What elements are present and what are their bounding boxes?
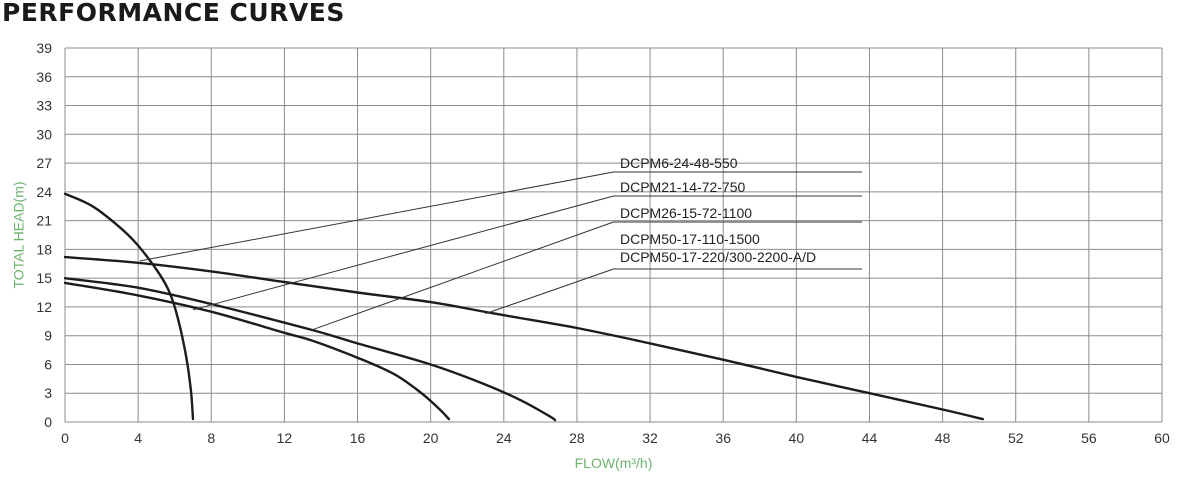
- x-tick-label: 24: [496, 430, 512, 446]
- x-tick-label: 4: [134, 430, 142, 446]
- page-title: PERFORMANCE CURVES: [2, 0, 345, 27]
- y-tick-label: 27: [36, 155, 52, 171]
- x-axis-label: FLOW(m³/h): [575, 455, 653, 471]
- annotations: DCPM6-24-48-550 DCPM21-14-72-750 DCPM26-15…: [139, 155, 862, 331]
- x-tick-label: 44: [862, 430, 878, 446]
- annotation-leader-line: [485, 268, 614, 315]
- curve-series-1: [63, 192, 195, 421]
- x-tick-label: 20: [423, 430, 439, 446]
- x-tick-label: 0: [61, 430, 69, 446]
- y-axis-label: TOTAL HEAD(m): [11, 181, 27, 288]
- x-tick-label: 48: [935, 430, 951, 446]
- x-tick-label: 28: [569, 430, 585, 446]
- y-tick-label: 12: [36, 299, 52, 315]
- y-tick-label: 9: [44, 328, 52, 344]
- y-tick-label: 30: [36, 126, 52, 142]
- y-tick-label: 33: [36, 98, 52, 114]
- x-tick-label: 52: [1008, 430, 1024, 446]
- y-tick-label: 21: [36, 213, 52, 229]
- annotation-label: DCPM21-14-72-750: [620, 179, 745, 195]
- y-tick-label: 24: [36, 184, 52, 200]
- y-tick-label: 3: [44, 385, 52, 401]
- y-tick-label: 39: [36, 40, 52, 56]
- annotation-leader-line: [311, 221, 614, 331]
- annotation-label: DCPM6-24-48-550: [620, 155, 738, 171]
- x-tick-label: 36: [715, 430, 731, 446]
- annotation-label: DCPM50-17-220/300-2200-A/D: [620, 249, 816, 265]
- y-tick-label: 0: [44, 414, 52, 430]
- y-tick-label: 6: [44, 356, 52, 372]
- curve-series-4: [63, 255, 984, 421]
- y-tick-label: 15: [36, 270, 52, 286]
- x-tick-label: 40: [789, 430, 805, 446]
- y-tick-label: 36: [36, 69, 52, 85]
- x-tick-label: 56: [1081, 430, 1097, 446]
- curve-series-2: [63, 281, 451, 421]
- curve-series-3: [63, 277, 557, 422]
- tick-labels: 0 4 8 12 16 20 24 28 32 36 40 44 48 52 56 6003691215182…: [36, 40, 1170, 446]
- annotation-leader-line: [192, 195, 614, 311]
- x-tick-label: 8: [207, 430, 215, 446]
- annotation-label: DCPM26-15-72-1100: [620, 205, 752, 221]
- x-tick-label: 60: [1154, 430, 1170, 446]
- annotation-leader-line: [139, 171, 614, 262]
- x-tick-label: 12: [277, 430, 293, 446]
- y-tick-label: 18: [36, 241, 52, 257]
- x-tick-label: 16: [350, 430, 366, 446]
- curves: [63, 192, 984, 422]
- x-tick-label: 32: [642, 430, 658, 446]
- annotation-label: DCPM50-17-110-1500: [620, 231, 760, 247]
- grid: [64, 47, 1163, 423]
